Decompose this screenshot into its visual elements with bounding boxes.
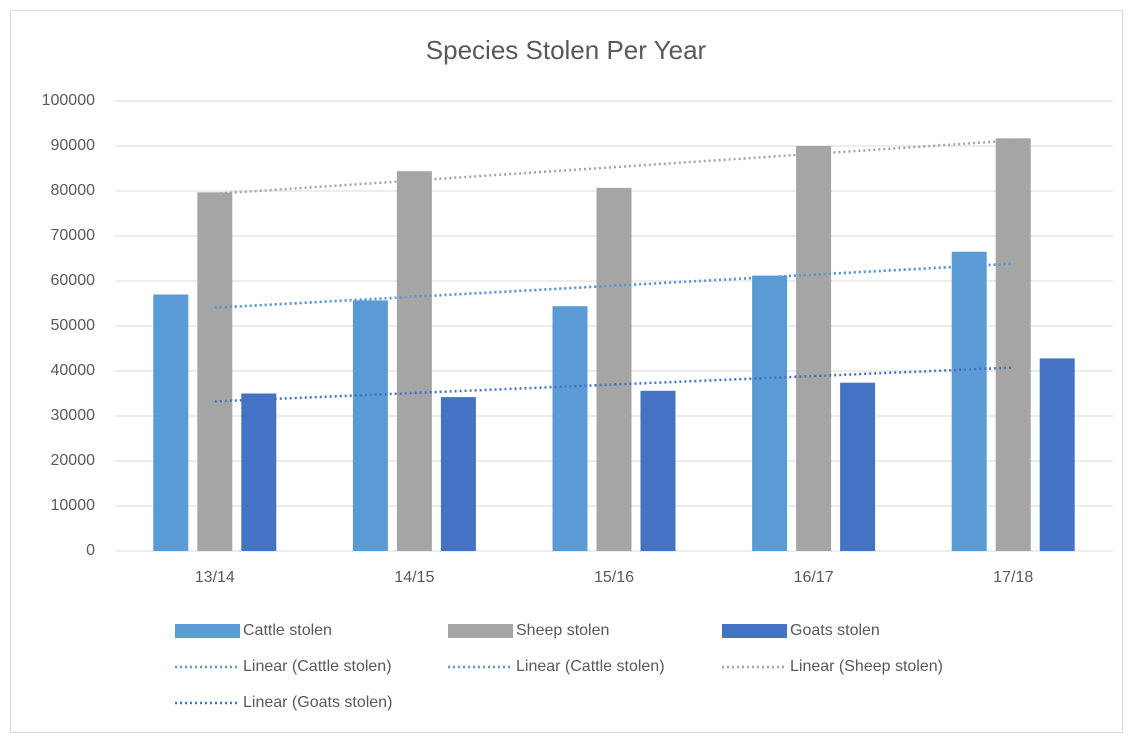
legend-label: Linear (Sheep stolen) bbox=[790, 658, 943, 675]
x-tick-label: 13/14 bbox=[195, 569, 235, 586]
bar bbox=[840, 382, 876, 551]
y-tick-label: 100000 bbox=[42, 92, 95, 109]
bar bbox=[1039, 358, 1075, 551]
bar bbox=[552, 306, 588, 551]
legend-label: Linear (Goats stolen) bbox=[243, 694, 392, 711]
y-tick-label: 40000 bbox=[51, 362, 96, 379]
bar bbox=[596, 187, 632, 551]
legend-swatch bbox=[448, 624, 513, 638]
y-tick-label: 90000 bbox=[51, 137, 96, 154]
bar bbox=[640, 390, 676, 551]
legend-label: Sheep stolen bbox=[516, 622, 609, 639]
bar bbox=[951, 251, 987, 551]
bar bbox=[396, 171, 432, 551]
y-tick-label: 50000 bbox=[51, 317, 96, 334]
y-tick-label: 10000 bbox=[51, 497, 96, 514]
trendline bbox=[214, 139, 1014, 196]
bar bbox=[796, 146, 832, 551]
bar bbox=[153, 294, 189, 551]
x-tick-label: 15/16 bbox=[594, 569, 634, 586]
bar bbox=[995, 138, 1031, 551]
legend-label: Linear (Cattle stolen) bbox=[243, 658, 392, 675]
chart-title: Species Stolen Per Year bbox=[426, 35, 707, 65]
bar bbox=[440, 397, 476, 551]
y-tick-label: 0 bbox=[86, 542, 95, 559]
legend-swatch bbox=[175, 624, 240, 638]
x-tick-label: 17/18 bbox=[993, 569, 1033, 586]
bar bbox=[197, 192, 233, 551]
legend-label: Linear (Cattle stolen) bbox=[516, 658, 665, 675]
y-tick-label: 80000 bbox=[51, 182, 96, 199]
bar bbox=[241, 393, 277, 551]
y-tick-label: 60000 bbox=[51, 272, 96, 289]
x-tick-label: 14/15 bbox=[394, 569, 434, 586]
legend-swatch bbox=[722, 624, 787, 638]
bar bbox=[752, 275, 788, 551]
bar bbox=[352, 300, 388, 551]
legend-label: Cattle stolen bbox=[243, 622, 332, 639]
y-tick-label: 70000 bbox=[51, 227, 96, 244]
legend-label: Goats stolen bbox=[790, 622, 880, 639]
trendline bbox=[214, 262, 1014, 309]
trendline bbox=[214, 366, 1014, 403]
x-tick-label: 16/17 bbox=[794, 569, 834, 586]
y-tick-label: 20000 bbox=[51, 452, 96, 469]
y-tick-label: 30000 bbox=[51, 407, 96, 424]
